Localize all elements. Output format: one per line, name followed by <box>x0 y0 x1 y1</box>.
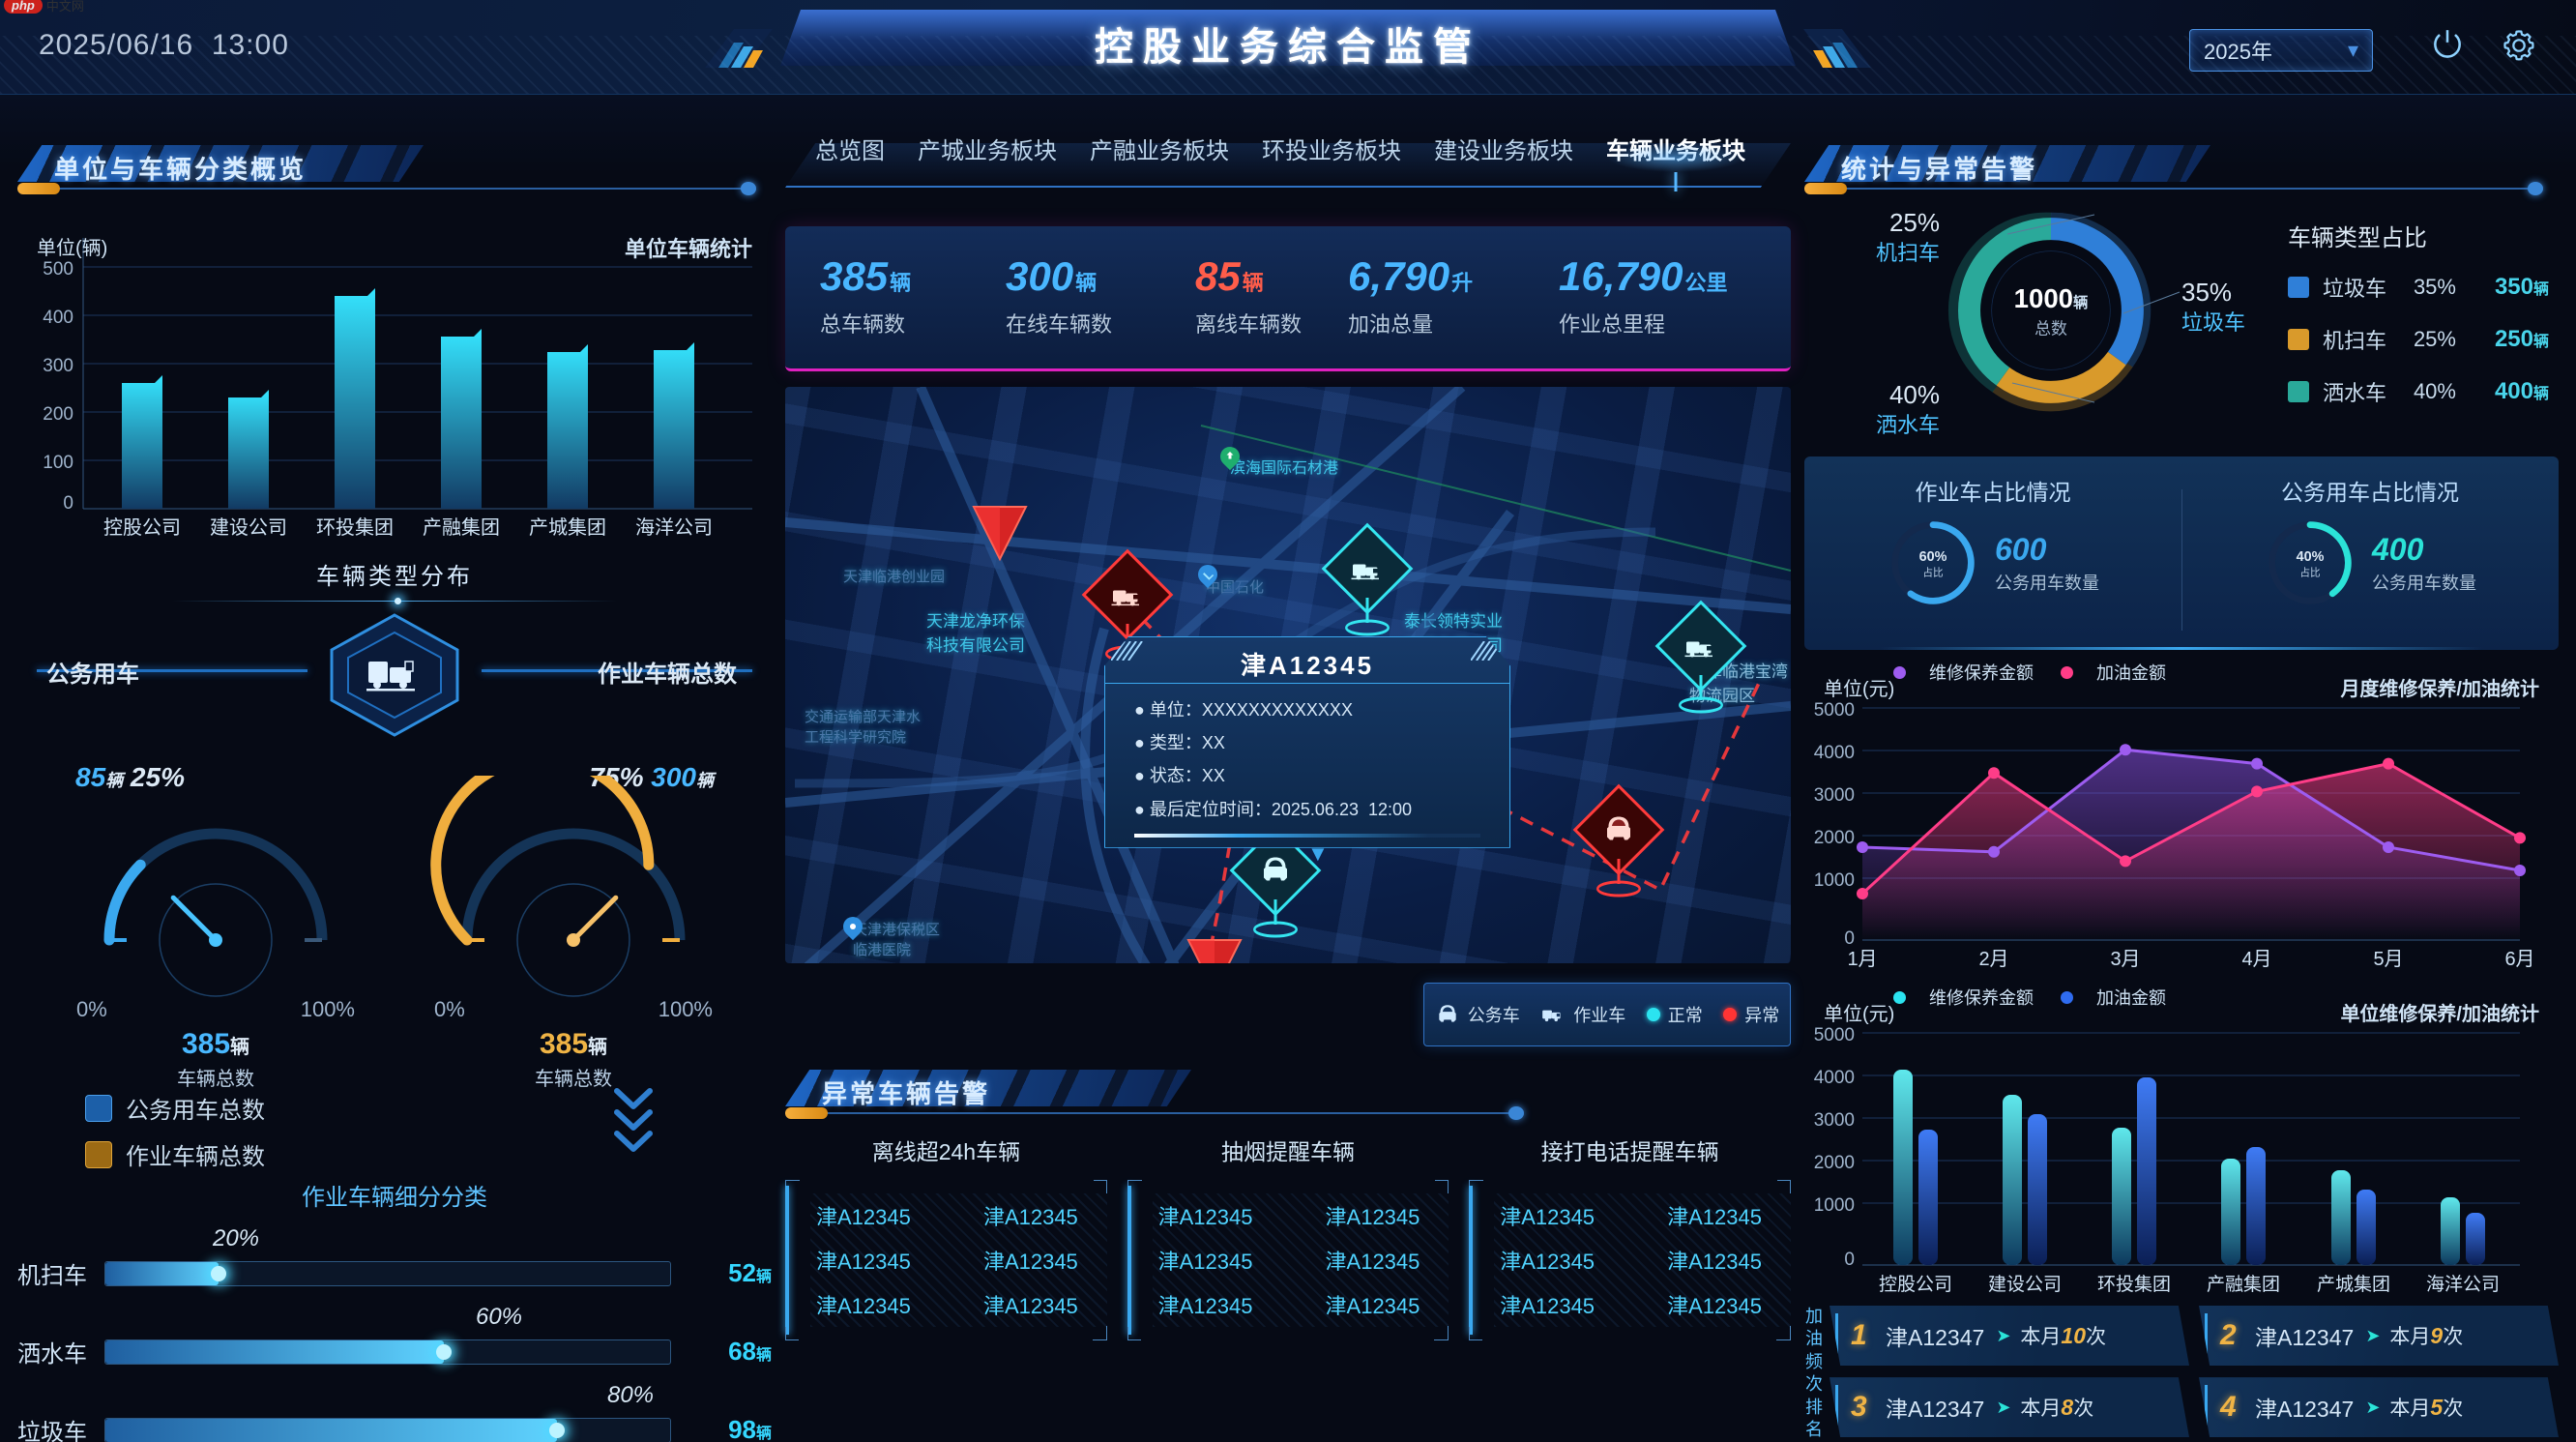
svg-text:3月: 3月 <box>2110 949 2140 970</box>
svg-text:1月: 1月 <box>1847 949 1877 970</box>
svg-text:400: 400 <box>43 308 73 328</box>
svg-text:海洋公司: 海洋公司 <box>635 516 713 538</box>
svg-text:产融集团: 产融集团 <box>2207 1274 2280 1295</box>
svg-text:60%: 60% <box>1919 549 1947 565</box>
svg-text:建设公司: 建设公司 <box>1988 1274 2062 1295</box>
svg-text:6月: 6月 <box>2504 949 2534 970</box>
svg-text:0: 0 <box>1844 928 1855 949</box>
svg-text:4000: 4000 <box>1814 1068 1855 1088</box>
svg-text:2000: 2000 <box>1814 828 1855 848</box>
svg-text:产城集团: 产城集团 <box>2317 1274 2390 1295</box>
svg-text:5000: 5000 <box>1814 1025 1855 1045</box>
svg-text:产融集团: 产融集团 <box>423 516 500 538</box>
svg-text:0: 0 <box>63 493 73 514</box>
svg-text:控股公司: 控股公司 <box>1879 1274 1952 1295</box>
svg-text:海洋公司: 海洋公司 <box>2426 1274 2500 1295</box>
svg-text:环投集团: 环投集团 <box>316 516 394 538</box>
svg-text:建设公司: 建设公司 <box>210 516 287 538</box>
svg-text:300: 300 <box>43 356 73 376</box>
svg-text:5000: 5000 <box>1814 700 1855 721</box>
svg-text:40%: 40% <box>2297 549 2325 565</box>
svg-text:5月: 5月 <box>2373 949 2403 970</box>
svg-text:200: 200 <box>43 404 73 425</box>
svg-text:3000: 3000 <box>1814 1110 1855 1131</box>
svg-text:2月: 2月 <box>1978 949 2008 970</box>
svg-text:产城集团: 产城集团 <box>529 516 606 538</box>
svg-text:3000: 3000 <box>1814 785 1855 806</box>
svg-text:4000: 4000 <box>1814 743 1855 763</box>
svg-text:占比: 占比 <box>2299 566 2320 578</box>
svg-text:1000: 1000 <box>1814 1195 1855 1216</box>
svg-text:1000: 1000 <box>1814 870 1855 891</box>
svg-text:0: 0 <box>1844 1250 1855 1270</box>
svg-text:2000: 2000 <box>1814 1153 1855 1173</box>
svg-text:500: 500 <box>43 259 73 280</box>
svg-text:1000辆: 1000辆 <box>2014 283 2089 313</box>
svg-text:总数: 总数 <box>2034 320 2067 338</box>
svg-text:环投集团: 环投集团 <box>2097 1274 2171 1295</box>
svg-text:100: 100 <box>43 453 73 473</box>
svg-text:4月: 4月 <box>2241 949 2271 970</box>
svg-text:占比: 占比 <box>1922 566 1943 578</box>
svg-text:控股公司: 控股公司 <box>103 516 181 538</box>
